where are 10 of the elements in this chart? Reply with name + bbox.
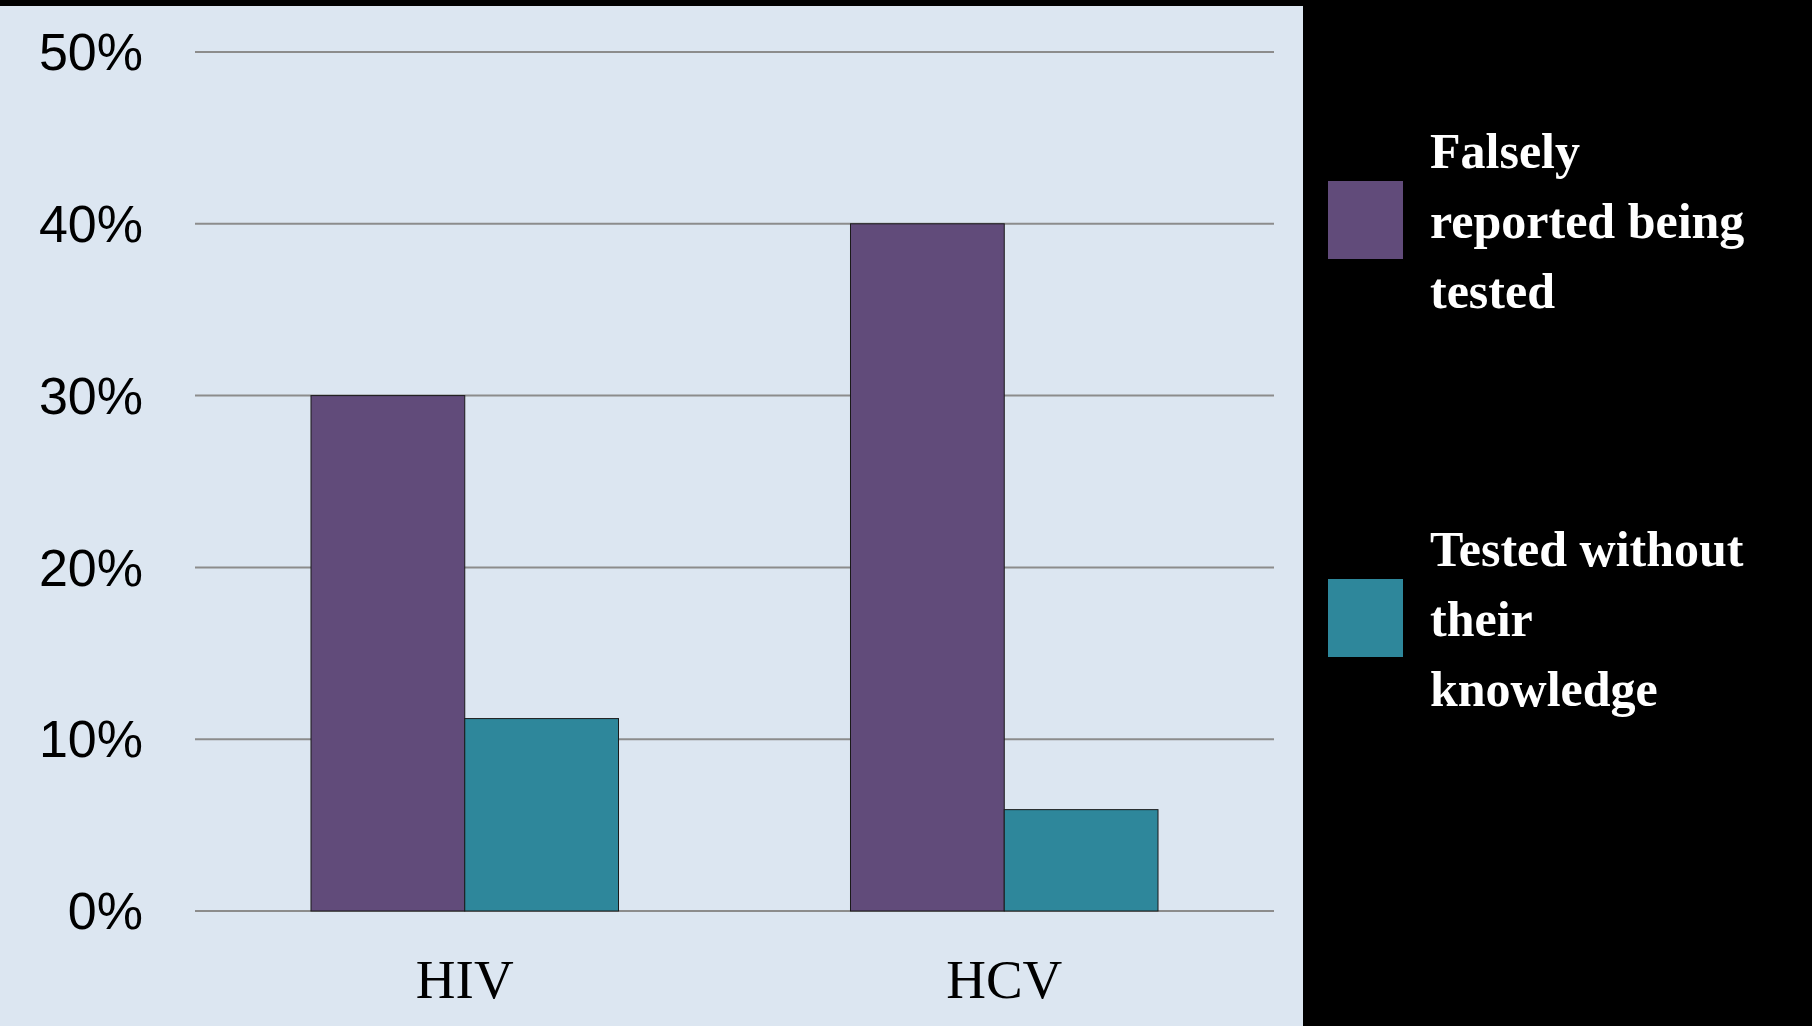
y-tick-label: 40%: [38, 195, 143, 253]
y-tick-label: 10%: [38, 710, 143, 769]
y-tick-label: 30%: [38, 366, 143, 425]
y-tick-label: 0%: [67, 882, 143, 941]
legend-label: Falsely reported being tested: [1430, 122, 1745, 319]
x-tick-label: HCV: [946, 949, 1063, 1010]
x-tick-label: HIV: [415, 949, 514, 1010]
y-tick-label: 20%: [38, 538, 143, 597]
legend-label: Tested without their knowledge: [1430, 520, 1744, 717]
y-tick-label: 50%: [38, 23, 143, 82]
